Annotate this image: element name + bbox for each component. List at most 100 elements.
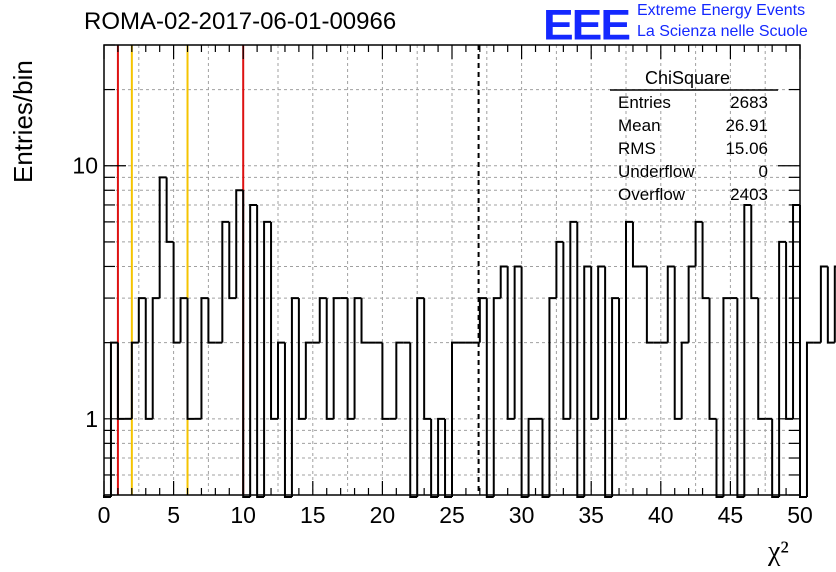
histogram-bin bbox=[318, 297, 327, 343]
histogram-bin bbox=[694, 220, 703, 267]
histogram-bin bbox=[618, 298, 626, 420]
histogram-bin bbox=[297, 298, 306, 420]
x-tick-label: 20 bbox=[370, 502, 396, 528]
histogram-bin bbox=[444, 418, 452, 498]
histogram-bin bbox=[792, 203, 800, 419]
x-tick-label: 5 bbox=[167, 502, 180, 528]
stats-value: 15.06 bbox=[725, 139, 768, 158]
histogram-bin bbox=[805, 341, 814, 497]
histogram-bin bbox=[423, 298, 432, 420]
histogram-bin bbox=[569, 220, 578, 419]
histogram-bin bbox=[506, 266, 515, 420]
histogram-bin bbox=[666, 265, 675, 343]
histogram-bin bbox=[736, 298, 745, 498]
histogram-bin bbox=[590, 266, 599, 420]
stats-row-overflow: Overflow 2403 bbox=[618, 185, 768, 205]
histogram-bin bbox=[172, 241, 181, 344]
y-axis-label-box: Entries/bin bbox=[6, 45, 46, 185]
histogram-bin bbox=[597, 265, 606, 419]
histogram-bin bbox=[757, 298, 766, 420]
histogram-bin bbox=[499, 265, 508, 299]
histogram-bin bbox=[228, 221, 237, 300]
histogram-bin bbox=[332, 297, 341, 419]
histogram-bin bbox=[200, 297, 209, 419]
histogram-bin bbox=[687, 265, 696, 343]
stats-value: 2683 bbox=[730, 93, 768, 112]
histogram-bin bbox=[819, 265, 828, 343]
x-tick-label: 45 bbox=[718, 502, 744, 528]
eee-logo-icon: EEE bbox=[543, 0, 631, 49]
histogram-bin bbox=[325, 298, 334, 420]
histogram-bin bbox=[715, 418, 724, 498]
logo-line-2: La Scienza nelle Scuole bbox=[637, 23, 808, 40]
histogram-bin bbox=[520, 266, 529, 498]
histogram-bin bbox=[680, 341, 689, 419]
histogram-bin bbox=[221, 220, 230, 343]
histogram-bin bbox=[701, 221, 710, 300]
histogram-bin bbox=[722, 297, 731, 497]
histogram-bin bbox=[346, 298, 355, 420]
histogram-bin bbox=[771, 418, 780, 498]
histogram-bin bbox=[451, 341, 459, 497]
y-axis-label: Entries/bin bbox=[8, 60, 38, 183]
histogram-bin bbox=[583, 265, 592, 497]
histogram-bin bbox=[144, 298, 153, 420]
stats-row-mean: Mean 26.91 bbox=[618, 116, 768, 136]
histogram-bin bbox=[527, 417, 536, 497]
stats-label: Overflow bbox=[618, 185, 686, 204]
histogram-bin bbox=[109, 341, 118, 497]
stats-box-title: ChiSquare bbox=[645, 68, 731, 88]
logo-line-1: Extreme Energy Events bbox=[637, 2, 806, 19]
histogram-bin bbox=[277, 341, 285, 419]
histogram-bin bbox=[360, 298, 369, 344]
histogram-bin bbox=[611, 297, 620, 497]
histogram-bin bbox=[395, 341, 404, 419]
x-tick-label: 25 bbox=[439, 502, 465, 528]
stats-row-underflow: Underflow 0 bbox=[618, 162, 768, 182]
histogram-bin bbox=[165, 177, 174, 243]
histogram-bin bbox=[555, 240, 564, 299]
stats-label: RMS bbox=[618, 139, 656, 158]
histogram-bin bbox=[541, 418, 550, 498]
stats-value: 2403 bbox=[730, 185, 768, 204]
x-tick-label: 40 bbox=[648, 502, 674, 528]
x-tick-label: 15 bbox=[300, 502, 326, 528]
histogram-bin bbox=[826, 266, 835, 344]
histogram-bin bbox=[673, 266, 682, 420]
histogram-bin bbox=[263, 220, 272, 497]
x-tick-label: 10 bbox=[230, 502, 256, 528]
histogram-bin bbox=[604, 266, 613, 498]
x-tick-label: 30 bbox=[509, 502, 535, 528]
x-tick-label: 35 bbox=[578, 502, 604, 528]
histogram-bin bbox=[478, 297, 487, 343]
histogram-bin bbox=[833, 265, 836, 343]
histogram-bin bbox=[130, 341, 139, 419]
histogram-bin bbox=[235, 189, 244, 299]
stats-value: 0 bbox=[758, 162, 768, 181]
run-title: ROMA-02-2017-06-01-00966 bbox=[84, 8, 397, 35]
histogram-bin bbox=[186, 298, 195, 420]
histogram-bin bbox=[179, 297, 188, 343]
y-tick-label: 10 bbox=[72, 153, 98, 179]
histogram-bin bbox=[548, 297, 557, 497]
stats-label: Entries bbox=[618, 93, 671, 112]
histogram-bin bbox=[381, 342, 390, 420]
histogram-bin bbox=[743, 203, 752, 497]
histogram-bin bbox=[409, 342, 418, 498]
histogram-bin bbox=[778, 240, 787, 497]
histogram-bin bbox=[750, 204, 759, 300]
histogram-bin bbox=[270, 221, 278, 420]
histogram-bin bbox=[562, 241, 571, 420]
histogram-bin bbox=[625, 220, 633, 419]
stats-row-rms: RMS 15.06 bbox=[618, 139, 768, 159]
histogram-bin bbox=[151, 297, 160, 419]
histogram-bin bbox=[416, 297, 425, 497]
y-tick-label: 1 bbox=[85, 406, 98, 432]
stats-label: Mean bbox=[618, 116, 661, 135]
histogram-bin bbox=[430, 418, 439, 498]
x-tick-label: 50 bbox=[787, 502, 813, 528]
histogram-bin bbox=[283, 342, 292, 498]
histogram-bin bbox=[492, 297, 501, 497]
stats-label: Underflow bbox=[618, 162, 695, 181]
